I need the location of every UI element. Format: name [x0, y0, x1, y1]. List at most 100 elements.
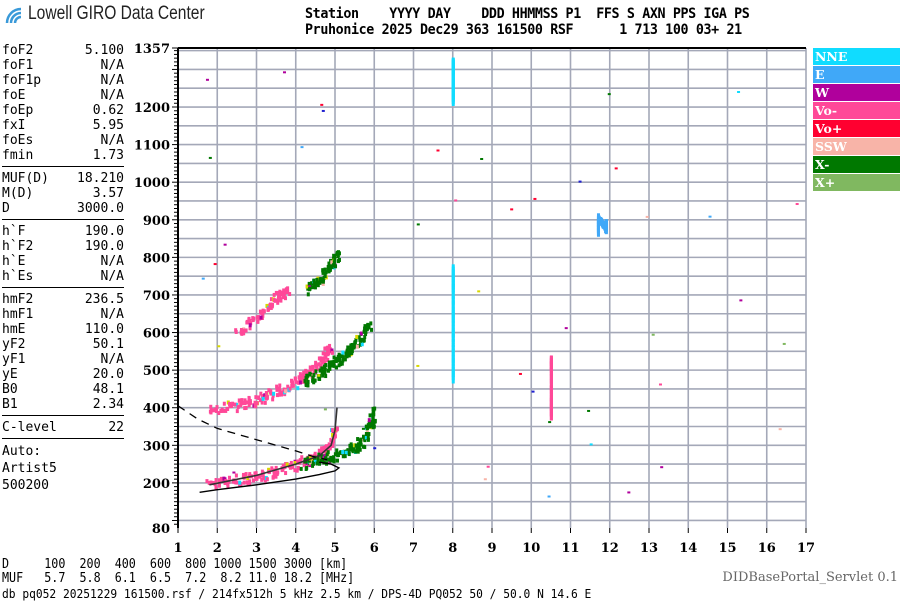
echo-point [549, 392, 553, 401]
y-tick-label: 1357 [134, 42, 170, 57]
echo-point [313, 451, 317, 456]
echo-point [326, 348, 330, 353]
param-value: N/A [100, 133, 124, 148]
x-tick-label: 15 [718, 541, 736, 556]
echo-point [326, 368, 330, 373]
file-info: db pq052 20251229 161500.rsf / 214fx512h… [2, 586, 592, 601]
x-tick-label: 2 [213, 541, 222, 556]
param-row: hmE 110.0 [2, 322, 124, 337]
echo-point [244, 472, 248, 477]
echo-point [293, 461, 297, 466]
noise-echo [660, 466, 664, 469]
echo-point [246, 476, 250, 481]
echo-point [341, 358, 345, 363]
echo-point [288, 292, 292, 297]
echo-point [315, 281, 319, 286]
echo-point [321, 351, 325, 356]
echo-point [317, 374, 321, 379]
echo-point [363, 326, 367, 331]
echo-point [318, 280, 322, 285]
echo-point [296, 465, 300, 470]
echo-point [279, 392, 283, 397]
legend-item-e: E [813, 66, 900, 83]
echo-point [265, 303, 269, 308]
legend-item-vominus: Vo- [813, 102, 900, 119]
param-row: fmin 1.73 [2, 148, 124, 163]
echo-point [245, 320, 249, 325]
echo-point [352, 447, 356, 452]
echo-point [261, 308, 265, 313]
echo-point [252, 316, 256, 321]
echo-point [280, 468, 284, 473]
echo-point [346, 345, 350, 350]
separator [2, 287, 124, 288]
param-row: yF2 50.1 [2, 337, 124, 352]
echo-point [320, 370, 324, 375]
echo-point [363, 335, 367, 340]
echo-point [306, 292, 310, 297]
noise-echo [232, 471, 236, 474]
echo-point [371, 420, 375, 425]
echo-point [329, 458, 333, 463]
echo-point [311, 378, 315, 383]
param-name: foEp [2, 103, 34, 118]
header-values: Pruhonice 2025 Dec29 363 161500 RSF 1 71… [305, 22, 742, 38]
echo-point [209, 410, 213, 415]
y-tick-label: 1200 [134, 101, 170, 116]
param-value: 50.1 [92, 337, 124, 352]
echo-point [254, 477, 258, 482]
echo-point [217, 411, 221, 416]
echo-point [286, 286, 290, 291]
echo-point [289, 460, 293, 465]
echo-point [355, 334, 359, 339]
noise-echo [658, 383, 662, 386]
echo-point [320, 454, 324, 459]
echo-point [239, 330, 243, 335]
y-tick-label: 80 [152, 522, 170, 537]
echo-point [267, 467, 271, 472]
echo-point [355, 344, 359, 349]
noise-echo [547, 495, 551, 498]
echo-point [263, 393, 267, 398]
echo-point [214, 478, 218, 483]
echo-point [332, 265, 336, 270]
x-tick-label: 7 [409, 541, 418, 556]
echo-point [243, 328, 247, 333]
noise-echo [300, 146, 304, 149]
echo-point [326, 450, 330, 455]
echo-point [224, 408, 228, 413]
echo-point [357, 335, 361, 340]
echo-point [346, 448, 350, 453]
x-tick-label: 13 [640, 541, 658, 556]
echo-point [325, 452, 329, 457]
echo-point [324, 363, 328, 368]
echo-point [295, 468, 299, 473]
echo-point [329, 265, 333, 270]
echo-point [277, 386, 281, 391]
echo-point [219, 409, 223, 414]
param-row: foF2 5.100 [2, 43, 124, 58]
echo-point [248, 399, 252, 404]
param-name: foF1p [2, 73, 42, 88]
echo-point [328, 361, 332, 366]
y-tick-label: 200 [143, 477, 170, 492]
param-value: N/A [100, 269, 124, 284]
echo-point [604, 219, 608, 228]
echo-point [344, 353, 348, 358]
echo-point [306, 383, 310, 388]
noise-echo [531, 390, 535, 393]
echo-point [264, 391, 268, 396]
echo-point [312, 368, 316, 373]
echo-point [322, 458, 326, 463]
param-name: foEs [2, 133, 34, 148]
echo-point [228, 403, 232, 408]
param-row: foEp 0.62 [2, 103, 124, 118]
echo-point [319, 356, 323, 361]
echo-point [243, 398, 247, 403]
noise-echo [201, 277, 205, 280]
echo-point [255, 401, 259, 406]
echo-point [331, 443, 335, 448]
echo-point [334, 264, 338, 269]
echo-point [319, 363, 323, 368]
noise-echo [217, 345, 221, 348]
